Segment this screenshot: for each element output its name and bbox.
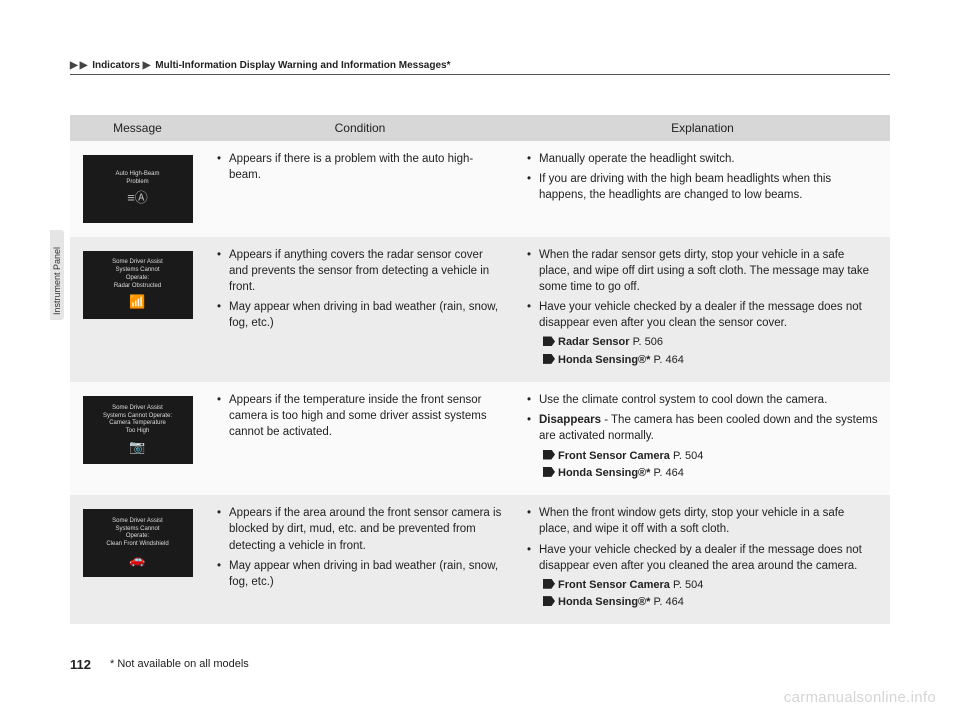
dashboard-display: Some Driver AssistSystems CannotOperate:…: [83, 509, 193, 577]
display-line: Some Driver Assist: [112, 518, 163, 526]
reference-link: Honda Sensing®* P. 464: [527, 595, 878, 610]
reference-link: Honda Sensing®* P. 464: [527, 466, 878, 481]
display-line: Problem: [126, 179, 148, 187]
message-cell: Some Driver AssistSystems CannotOperate:…: [70, 237, 205, 382]
table-row: Auto High-BeamProblem ≡Ⓐ Appears if there …: [70, 141, 890, 237]
breadcrumb: ▶▶ Indicators ▶ Multi-Information Displa…: [70, 60, 890, 75]
page-content: ▶▶ Indicators ▶ Multi-Information Displa…: [70, 60, 890, 624]
explanation-item: Have your vehicle checked by a dealer if…: [527, 299, 878, 331]
footnote: * Not available on all models: [110, 658, 249, 670]
reference-link: Front Sensor Camera P. 504: [527, 449, 878, 464]
ref-arrow-icon: [543, 467, 555, 477]
condition-item: May appear when driving in bad weather (…: [217, 299, 503, 331]
display-icon: 📶: [129, 294, 145, 311]
ref-label: Honda Sensing®*: [558, 596, 650, 608]
ref-label: Honda Sensing®*: [558, 467, 650, 479]
condition-cell: Appears if there is a problem with the a…: [205, 141, 515, 237]
dashboard-display: Auto High-BeamProblem ≡Ⓐ: [83, 155, 193, 223]
display-line: Too High: [126, 428, 150, 436]
explanation-item: Use the climate control system to cool d…: [527, 392, 878, 408]
ref-page: P. 504: [673, 450, 703, 462]
display-icon: ≡Ⓐ: [127, 190, 148, 207]
table-row: Some Driver AssistSystems Cannot Operate…: [70, 382, 890, 495]
condition-item: Appears if the temperature inside the fr…: [217, 392, 503, 440]
page-number: 112: [70, 657, 91, 672]
explanation-cell: When the radar sensor gets dirty, stop y…: [515, 237, 890, 382]
display-line: Systems Cannot: [115, 267, 159, 275]
ref-page: P. 464: [654, 596, 684, 608]
explanation-item: When the front window gets dirty, stop y…: [527, 505, 878, 537]
ref-arrow-icon: [543, 579, 555, 589]
display-line: Auto High-Beam: [115, 171, 159, 179]
breadcrumb-arrow-icon: ▶: [70, 60, 78, 71]
ref-label: Radar Sensor: [558, 336, 630, 348]
th-explanation: Explanation: [515, 115, 890, 141]
reference-link: Honda Sensing®* P. 464: [527, 353, 878, 368]
explanation-cell: Use the climate control system to cool d…: [515, 382, 890, 495]
display-icon: 🚗: [129, 552, 145, 569]
side-tab-label: Instrument Panel: [52, 240, 62, 322]
ref-label: Front Sensor Camera: [558, 579, 670, 591]
condition-item: Appears if the area around the front sen…: [217, 505, 503, 553]
ref-page: P. 464: [654, 467, 684, 479]
breadcrumb-seg1: Indicators: [92, 60, 140, 71]
table-row: Some Driver AssistSystems CannotOperate:…: [70, 495, 890, 624]
dashboard-display: Some Driver AssistSystems Cannot Operate…: [83, 396, 193, 464]
side-tab: Instrument Panel: [50, 230, 64, 320]
ref-label: Front Sensor Camera: [558, 450, 670, 462]
message-cell: Some Driver AssistSystems CannotOperate:…: [70, 495, 205, 624]
explanation-item: When the radar sensor gets dirty, stop y…: [527, 247, 878, 295]
display-line: Some Driver Assist: [112, 405, 163, 413]
message-cell: Some Driver AssistSystems Cannot Operate…: [70, 382, 205, 495]
explanation-cell: When the front window gets dirty, stop y…: [515, 495, 890, 624]
display-line: Camera Temperature: [109, 420, 166, 428]
explanation-item: Have your vehicle checked by a dealer if…: [527, 542, 878, 574]
display-line: Operate:: [126, 275, 149, 283]
ref-arrow-icon: [543, 450, 555, 460]
breadcrumb-arrow-icon: ▶: [80, 60, 88, 71]
table-row: Some Driver AssistSystems CannotOperate:…: [70, 237, 890, 382]
condition-item: May appear when driving in bad weather (…: [217, 558, 503, 590]
breadcrumb-seg2: Multi-Information Display Warning and In…: [155, 60, 450, 71]
reference-link: Radar Sensor P. 506: [527, 335, 878, 350]
explanation-cell: Manually operate the headlight switch. If…: [515, 141, 890, 237]
display-line: Operate:: [126, 533, 149, 541]
display-icon: 📷: [129, 439, 145, 456]
ref-page: P. 504: [673, 579, 703, 591]
th-condition: Condition: [205, 115, 515, 141]
display-line: Systems Cannot: [115, 526, 159, 534]
messages-table: Message Condition Explanation Auto High-…: [70, 115, 890, 624]
condition-item: Appears if there is a problem with the a…: [217, 151, 503, 183]
breadcrumb-arrow-icon: ▶: [143, 60, 151, 71]
ref-arrow-icon: [543, 596, 555, 606]
ref-arrow-icon: [543, 336, 555, 346]
condition-cell: Appears if anything covers the radar sen…: [205, 237, 515, 382]
condition-item: Appears if anything covers the radar sen…: [217, 247, 503, 295]
explanation-item: Disappears - The camera has been cooled …: [527, 412, 878, 444]
reference-link: Front Sensor Camera P. 504: [527, 578, 878, 593]
display-line: Radar Obstructed: [114, 283, 161, 291]
watermark: carmanualsonline.info: [784, 689, 936, 706]
explanation-item: If you are driving with the high beam he…: [527, 171, 878, 203]
display-line: Clean Front Windshield: [106, 541, 168, 549]
ref-label: Honda Sensing®*: [558, 354, 650, 366]
dashboard-display: Some Driver AssistSystems CannotOperate:…: [83, 251, 193, 319]
th-message: Message: [70, 115, 205, 141]
ref-page: P. 506: [633, 336, 663, 348]
ref-page: P. 464: [654, 354, 684, 366]
explanation-item: Manually operate the headlight switch.: [527, 151, 878, 167]
ref-arrow-icon: [543, 354, 555, 364]
display-line: Some Driver Assist: [112, 259, 163, 267]
display-line: Systems Cannot Operate:: [103, 413, 172, 421]
message-cell: Auto High-BeamProblem ≡Ⓐ: [70, 141, 205, 237]
condition-cell: Appears if the temperature inside the fr…: [205, 382, 515, 495]
condition-cell: Appears if the area around the front sen…: [205, 495, 515, 624]
